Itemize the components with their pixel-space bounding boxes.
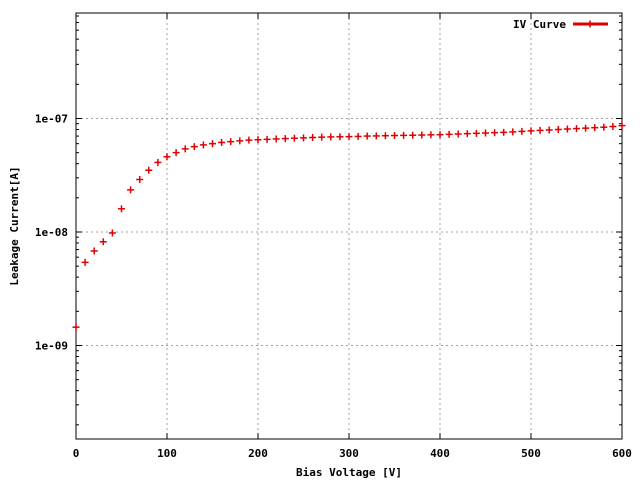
data-point [190,143,198,151]
data-point [327,133,335,141]
x-tick-label: 100 [157,447,177,460]
data-point [90,247,98,255]
data-point [245,136,253,144]
data-point [145,166,153,174]
data-point [236,137,244,145]
x-tick-label: 200 [248,447,268,460]
data-point [336,133,344,141]
data-point [527,127,535,135]
y-axis: 1e-09 1e-08 1e-07 [35,15,622,426]
data-point [618,122,626,130]
data-point [536,126,544,134]
data-point [500,128,508,136]
data-point [218,138,226,146]
data-point [418,131,426,139]
plot-frame [75,12,623,440]
data-points [72,122,626,331]
data-point [372,132,380,140]
data-point [491,129,499,137]
legend-label: IV Curve [513,18,566,31]
y-tick-label: 1e-07 [35,112,68,125]
data-point [482,129,489,137]
data-point [318,133,326,141]
data-point [254,136,262,144]
data-point [309,133,317,141]
data-point [591,124,599,132]
data-point [472,129,480,137]
data-point [609,122,617,130]
x-axis-title: Bias Voltage [V] [296,466,402,479]
data-point [163,153,171,161]
x-tick-label: 0 [73,447,80,460]
x-tick-label: 400 [430,447,450,460]
data-point [154,158,162,166]
data-point [300,134,307,142]
data-point [81,258,89,266]
data-point [409,131,417,139]
data-point [582,124,590,132]
data-point [363,132,371,140]
data-point [118,205,125,213]
data-point [381,132,389,140]
data-point [600,123,608,131]
data-point [136,176,144,184]
data-point [290,134,298,142]
data-point [172,149,180,157]
data-point [281,135,289,143]
data-point [454,130,462,138]
data-point [554,125,562,133]
data-point [72,323,80,331]
data-point [391,132,398,140]
data-point [227,138,235,146]
legend: IV Curve [513,18,608,31]
data-point [181,145,189,153]
grid-lines [76,13,622,439]
y-axis-title: Leakage Current[A] [8,166,21,285]
y-tick-label: 1e-09 [35,339,68,352]
data-point [209,140,216,148]
data-point [573,125,580,133]
data-point [99,238,107,246]
x-tick-label: 500 [521,447,541,460]
data-point [272,135,280,143]
data-point [445,130,453,138]
data-point [518,127,526,135]
data-point [199,141,207,149]
x-axis: 0 100 200 300 400 500 600 [73,13,632,460]
y-tick-label: 1e-08 [35,226,68,239]
data-point [427,131,435,139]
data-point [545,126,553,134]
data-point [509,128,517,136]
data-point [400,131,408,139]
data-point [436,131,444,139]
data-point [563,125,571,133]
data-point [108,229,116,237]
data-point [127,186,135,194]
x-tick-label: 600 [612,447,632,460]
data-point [345,133,353,141]
data-point [263,135,271,143]
x-tick-label: 300 [339,447,359,460]
data-point [354,132,362,140]
data-point [463,130,471,138]
legend-marker [586,20,594,28]
